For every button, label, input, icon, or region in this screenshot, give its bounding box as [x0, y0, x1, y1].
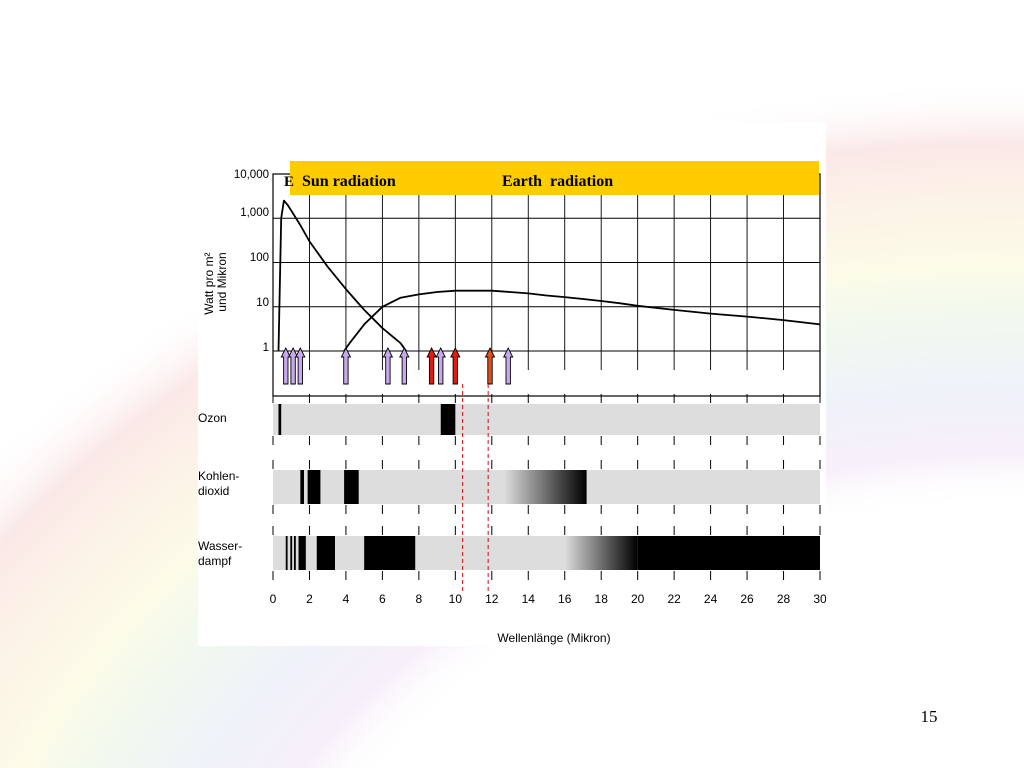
x-tick-label: 28	[777, 592, 791, 606]
absorption-band	[300, 470, 304, 504]
radiation-curves	[277, 199, 821, 352]
y-tick-label: 10	[256, 297, 269, 309]
page-number: 15	[920, 707, 938, 726]
banner-clipped-glyph: E	[284, 174, 294, 190]
sun-radiation-label: Sun radiation	[302, 173, 396, 190]
earth-radiation-label: Earth radiation	[502, 173, 613, 190]
sun-arrow-icon	[340, 346, 352, 385]
sun-arrow-icon	[435, 346, 446, 385]
absorption-band-row	[273, 404, 820, 435]
earth-arrow-icon	[450, 346, 461, 385]
absorption-band	[293, 536, 296, 570]
x-tick-label: 12	[485, 592, 499, 606]
x-tick-label: 4	[343, 592, 350, 606]
earth-radiation-curve	[343, 289, 821, 352]
band-label-line: Kohlen-	[198, 469, 239, 483]
absorption-band	[440, 404, 456, 435]
y-axis-label-line: und Mikron	[215, 252, 229, 311]
absorption-band	[316, 536, 335, 570]
y-tick-label: 1,000	[240, 207, 269, 219]
absorption-band	[278, 404, 282, 435]
x-tick-label: 14	[522, 592, 536, 606]
band-label-line: dampf	[198, 554, 232, 568]
absorption-band	[364, 536, 416, 570]
radiation-absorption-chart: 10,000 1,000 100 10 1 Watt pro m² und Mi…	[198, 161, 826, 645]
sun-arrow-icon	[295, 346, 306, 385]
absorption-band	[637, 536, 820, 570]
sun-arrow-icon	[399, 346, 410, 385]
sun-arrow-icon	[382, 346, 394, 385]
band-label-line: Ozon	[198, 411, 227, 425]
x-tick-label: 6	[379, 592, 386, 606]
x-tick-label: 8	[416, 592, 423, 606]
x-tick-label: 30	[813, 592, 826, 606]
absorption-band	[290, 536, 293, 570]
absorption-band	[307, 470, 321, 504]
absorption-band	[298, 536, 306, 570]
x-tick-label: 10	[449, 592, 463, 606]
radiation-banner	[290, 161, 819, 195]
band-label-kohlendioxid: Kohlen- dioxid	[198, 469, 243, 498]
x-tick-label: 18	[595, 592, 609, 606]
x-tick-label: 0	[270, 592, 277, 606]
sun-radiation-curve	[277, 199, 407, 352]
figure-panel: 10,000 1,000 100 10 1 Watt pro m² und Mi…	[198, 122, 826, 646]
absorption-band	[504, 470, 587, 504]
band-label-wasserdampf: Wasser- dampf	[198, 539, 246, 568]
absorption-arrows	[280, 346, 514, 385]
x-tick-label: 20	[631, 592, 645, 606]
plot-frame	[272, 173, 821, 397]
band-label-line: Wasser-	[198, 539, 242, 553]
y-axis-ticks: 10,000 1,000 100 10 1	[234, 169, 269, 354]
sun-arrow-icon	[502, 346, 514, 385]
absorption-bands	[272, 394, 821, 580]
y-tick-label: 10,000	[234, 169, 269, 181]
x-axis-ticks: 0 2 4 6 8 10 12 14 16 18 20 22 24 26 28 30	[270, 592, 826, 606]
window-marker-lines	[462, 384, 489, 594]
x-tick-label: 16	[558, 592, 572, 606]
earth-arrow-icon	[484, 346, 496, 385]
y-axis-label: Watt pro m² und Mikron	[202, 249, 229, 315]
absorption-band	[285, 536, 288, 570]
x-axis-label: Wellenlänge (Mikron)	[497, 631, 610, 645]
x-tick-label: 24	[704, 592, 718, 606]
x-tick-label: 22	[667, 592, 681, 606]
x-tick-label: 26	[740, 592, 754, 606]
absorption-band	[344, 470, 359, 504]
y-axis-label-line: Watt pro m²	[202, 253, 216, 315]
absorption-band-labels: Ozon Kohlen- dioxid Wasser- dampf	[198, 411, 246, 568]
absorption-band	[564, 536, 638, 570]
band-label-line: dioxid	[198, 484, 229, 498]
y-tick-label: 1	[263, 342, 269, 354]
band-label-ozon: Ozon	[198, 411, 227, 425]
x-tick-label: 2	[306, 592, 313, 606]
y-tick-label: 100	[250, 252, 269, 264]
